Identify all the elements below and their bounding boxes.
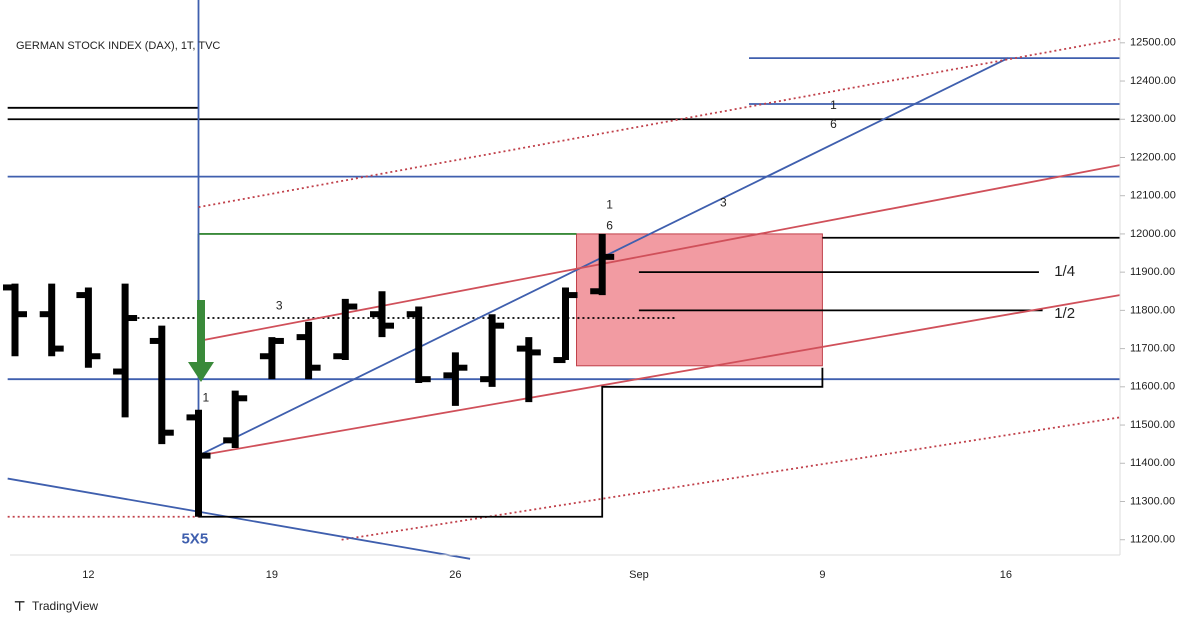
x-tick-label: 16 — [1000, 569, 1012, 581]
y-tick-label: 11200.00 — [1130, 534, 1175, 546]
brand: TradingView — [32, 599, 98, 613]
x-tick-label: 9 — [819, 569, 825, 581]
annotation: 1/2 — [1054, 305, 1075, 322]
y-tick-label: 11600.00 — [1130, 381, 1175, 393]
drawing-line — [198, 294, 1120, 457]
y-tick-label: 12300.00 — [1130, 113, 1176, 125]
annotation: 5X5 — [181, 531, 208, 548]
y-tick-label: 11300.00 — [1130, 495, 1175, 507]
annotation: 6 — [606, 218, 613, 232]
y-tick-label: 11500.00 — [1130, 419, 1175, 431]
y-tick-label: 12100.00 — [1130, 190, 1176, 202]
plot-area: 1 3 1 6 3 1 6 1/4 1/2 5X5 — [3, 0, 1120, 560]
x-tick-label: 12 — [82, 569, 94, 581]
y-tick-label: 11800.00 — [1130, 304, 1175, 316]
y-tick-label: 11900.00 — [1130, 266, 1175, 278]
annotation: 1 — [606, 197, 613, 211]
drawing-line — [341, 416, 1120, 541]
annotation: 1 — [202, 390, 209, 404]
y-tick-label: 12200.00 — [1130, 151, 1176, 163]
x-tick-label: Sep — [629, 569, 649, 581]
drawing-line — [198, 367, 824, 518]
y-tick-label: 12500.00 — [1130, 37, 1176, 49]
x-tick-label: 19 — [266, 569, 278, 581]
annotation: 1 — [830, 98, 837, 112]
annotation: 6 — [830, 117, 837, 131]
annotation: 1/4 — [1054, 263, 1075, 280]
x-tick-label: 26 — [449, 569, 461, 581]
annotation: 3 — [276, 299, 283, 313]
y-tick-label: 11700.00 — [1130, 343, 1175, 355]
logo: ⊤ — [14, 598, 25, 613]
y-tick-label: 11400.00 — [1130, 457, 1175, 469]
y-tick-label: 12000.00 — [1130, 228, 1176, 240]
drawing-line — [7, 477, 471, 560]
drawing-line — [198, 164, 1120, 342]
chart-title: GERMAN STOCK INDEX (DAX), 1T, TVC — [16, 40, 220, 52]
drawing-line — [198, 38, 1120, 209]
zone — [576, 233, 823, 367]
arrow — [188, 300, 214, 382]
annotation: 3 — [720, 196, 727, 210]
y-tick-label: 12400.00 — [1130, 75, 1176, 87]
